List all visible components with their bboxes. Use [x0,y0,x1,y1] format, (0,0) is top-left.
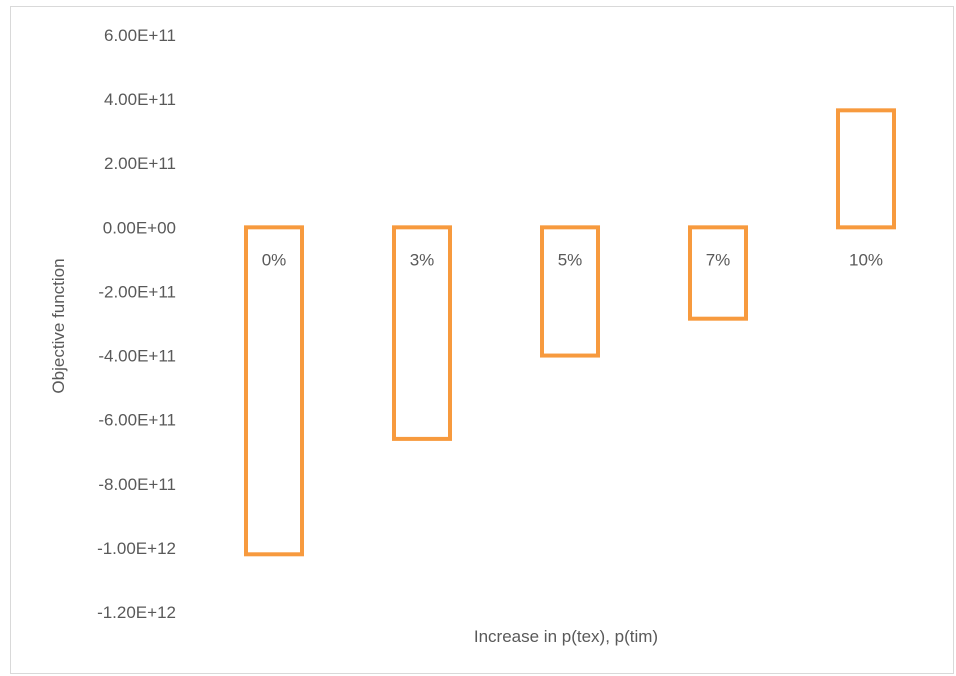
y-tick-label: -2.00E+11 [98,282,176,301]
bar [244,225,304,557]
category-label: 10% [849,250,883,269]
y-tick-label: -6.00E+11 [98,411,176,430]
y-tick-label: 2.00E+11 [104,154,176,173]
category-label: 3% [410,250,435,269]
category-label: 5% [558,250,583,269]
bar [688,225,748,321]
category-labels: 0% 3% 5% 7% 10% [262,250,883,269]
bar [540,225,600,358]
bar [392,225,452,441]
y-tick-label: 0.00E+00 [103,218,176,237]
bars [244,108,896,557]
y-tick-label: -4.00E+11 [98,347,176,366]
y-tick-label: -8.00E+11 [98,475,176,494]
bar [836,108,896,230]
y-tick-label: -1.20E+12 [97,603,176,622]
y-axis-tick-labels: 6.00E+11 4.00E+11 2.00E+11 0.00E+00 -2.00E+1… [97,26,176,622]
y-tick-label: 4.00E+11 [104,90,176,109]
x-axis-title: Increase in p(tex), p(tim) [474,627,658,646]
y-axis-title: Objective function [49,258,68,393]
y-tick-label: -1.00E+12 [97,539,176,558]
category-label: 7% [706,250,731,269]
y-tick-label: 6.00E+11 [104,26,176,45]
category-label: 0% [262,250,287,269]
chart-area [10,6,954,674]
